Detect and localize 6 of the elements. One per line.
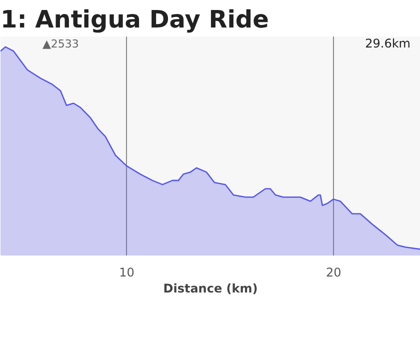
annotation: ▲2533	[42, 38, 79, 50]
chart-subtitle: 29.6km	[365, 36, 410, 50]
chart-title: 1: Antigua Day Ride	[0, 6, 269, 34]
x-tick-label: 10	[119, 266, 134, 280]
x-axis-title: Distance (km)	[163, 282, 258, 296]
x-tick-label: 20	[326, 266, 342, 280]
